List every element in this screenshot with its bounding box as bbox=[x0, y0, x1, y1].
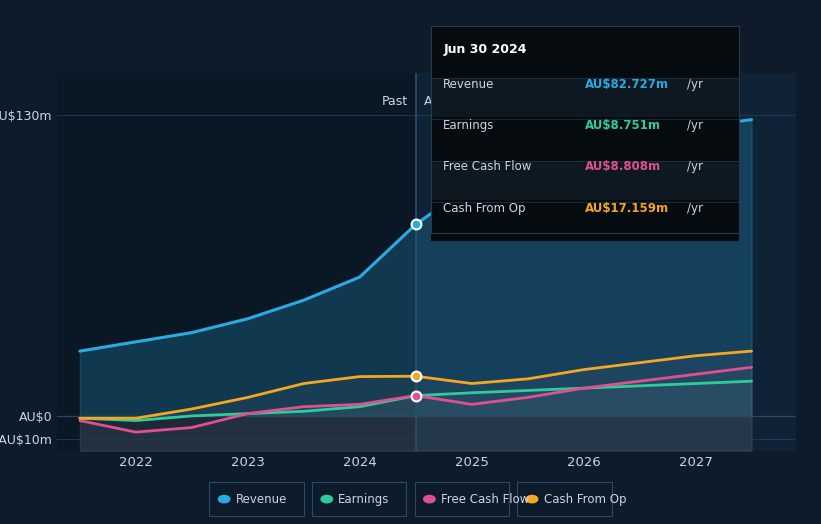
Text: /yr: /yr bbox=[686, 119, 703, 132]
Bar bbox=[431, 119, 739, 159]
Bar bbox=[415, 73, 796, 451]
Text: Past: Past bbox=[382, 95, 408, 108]
Text: Earnings: Earnings bbox=[338, 493, 390, 506]
Text: Jun 30 2024: Jun 30 2024 bbox=[443, 43, 527, 56]
Point bbox=[409, 220, 422, 228]
Text: /yr: /yr bbox=[686, 202, 703, 215]
Text: /yr: /yr bbox=[686, 78, 703, 91]
Bar bbox=[431, 202, 739, 242]
Point bbox=[409, 391, 422, 400]
Text: Earnings: Earnings bbox=[443, 119, 495, 132]
Text: /yr: /yr bbox=[686, 160, 703, 173]
Text: Revenue: Revenue bbox=[443, 78, 495, 91]
Text: Cash From Op: Cash From Op bbox=[544, 493, 626, 506]
Point bbox=[409, 372, 422, 380]
Bar bbox=[431, 161, 739, 200]
Text: Cash From Op: Cash From Op bbox=[443, 202, 525, 215]
Text: AU$17.159m: AU$17.159m bbox=[585, 202, 669, 215]
Text: Revenue: Revenue bbox=[236, 493, 287, 506]
Text: Free Cash Flow: Free Cash Flow bbox=[441, 493, 530, 506]
Text: Analysts Forecasts: Analysts Forecasts bbox=[424, 95, 540, 108]
Text: AU$8.751m: AU$8.751m bbox=[585, 119, 661, 132]
Bar bbox=[57, 73, 415, 451]
Bar bbox=[431, 78, 739, 117]
Text: Free Cash Flow: Free Cash Flow bbox=[443, 160, 532, 173]
Text: AU$82.727m: AU$82.727m bbox=[585, 78, 669, 91]
Text: AU$8.808m: AU$8.808m bbox=[585, 160, 661, 173]
